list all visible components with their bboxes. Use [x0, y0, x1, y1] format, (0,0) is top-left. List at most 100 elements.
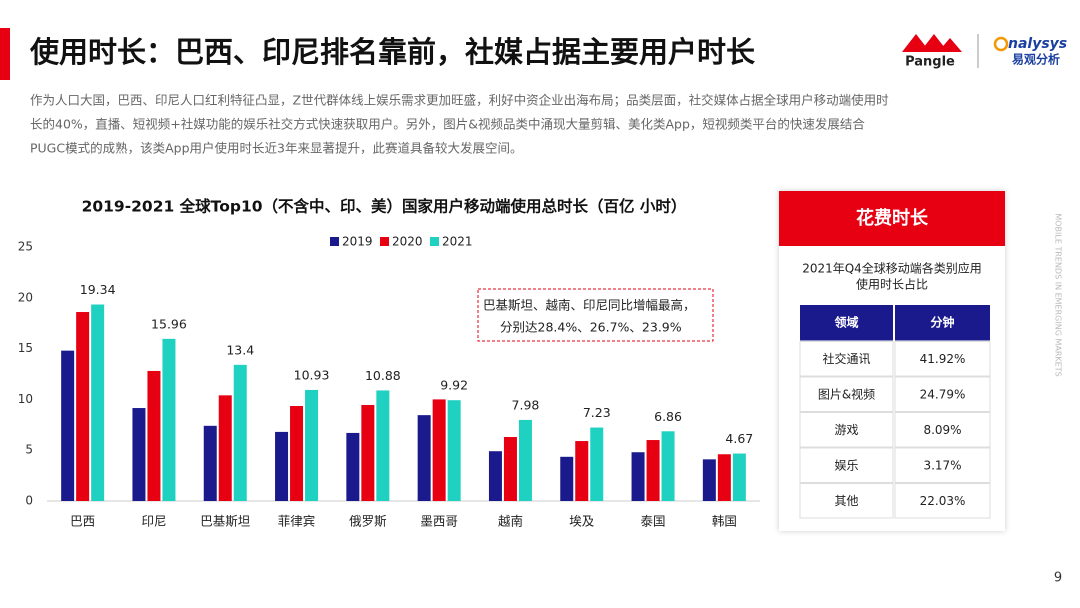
y-tick-label: 15 — [18, 341, 33, 355]
data-label: 7.98 — [512, 397, 540, 412]
annotation-box — [477, 288, 714, 342]
x-tick-label: 印尼 — [141, 514, 166, 529]
annotation-line: 分别达28.4%、26.7%、23.9% — [500, 320, 682, 335]
data-label: 7.23 — [583, 405, 611, 420]
table-cell-text: 游戏 — [834, 423, 858, 437]
x-tick-label: 墨西哥 — [420, 514, 458, 529]
y-tick-label: 20 — [18, 290, 33, 304]
table-cell — [799, 376, 894, 412]
table-cell — [799, 412, 894, 448]
pangle-mark — [902, 34, 962, 52]
bar — [376, 390, 390, 501]
data-label: 6.86 — [654, 409, 682, 424]
bar — [503, 436, 517, 501]
legend-label: 2019 — [342, 235, 373, 249]
bar — [61, 350, 75, 501]
bar — [447, 400, 461, 501]
bar — [417, 415, 431, 501]
bar — [560, 456, 574, 501]
panel-header — [779, 191, 1005, 246]
panel-subtitle: 2021年Q4全球移动端各类别应用 — [802, 261, 982, 276]
bar — [290, 406, 304, 501]
legend-label: 2020 — [392, 235, 423, 249]
table-cell-text: 图片&视频 — [818, 386, 875, 401]
bar — [361, 404, 375, 501]
bar — [717, 454, 731, 501]
table-header: 分钟 — [930, 314, 954, 329]
table-cell — [894, 483, 991, 519]
intro: 作为人口大国，巴西、印尼人口红利特征凸显，Z世代群体线上娱乐需求更加旺盛，利好中… — [30, 93, 889, 156]
analysys-cn: 易观分析 — [1012, 52, 1060, 67]
table-cell — [894, 341, 991, 377]
bar — [132, 408, 146, 501]
x-tick-label: 俄罗斯 — [349, 514, 387, 529]
x-tick-label: 巴基斯坦 — [200, 514, 250, 529]
panel-title: 花费时长 — [856, 207, 929, 229]
y-tick-label: 5 — [25, 443, 33, 457]
data-label: 19.34 — [80, 282, 116, 297]
table-cell — [799, 447, 894, 483]
data-label: 13.4 — [226, 342, 254, 357]
bar — [488, 451, 502, 501]
title-accent — [0, 28, 10, 80]
slide-title: 使用时长：巴西、印尼排名靠前，社媒占据主要用户时长 — [29, 35, 756, 69]
bar — [590, 427, 604, 501]
intro-line: PUGC模式的成熟，该类App用户使用时长近3年来显著提升，此赛道具备较大发展空… — [30, 141, 522, 156]
bar — [76, 312, 90, 501]
data-label: 15.96 — [151, 316, 187, 331]
bar — [346, 432, 360, 501]
data-label: 9.92 — [440, 378, 468, 393]
y-tick-label: 0 — [25, 494, 33, 508]
bar — [147, 370, 161, 501]
analysys-logo: nalysys — [1008, 36, 1067, 52]
x-tick-label: 越南 — [498, 514, 523, 529]
bar — [518, 419, 532, 501]
x-tick-label: 巴西 — [70, 514, 95, 529]
bar — [233, 364, 247, 501]
bar — [432, 399, 446, 501]
table-header-cell — [895, 305, 990, 341]
table-header-cell — [800, 305, 893, 341]
legend-swatch — [430, 237, 439, 246]
bar — [162, 338, 176, 501]
table-cell — [894, 447, 991, 483]
data-label: 10.93 — [294, 367, 330, 382]
table-cell-text: 3.17% — [923, 458, 961, 472]
y-tick-label: 10 — [18, 392, 33, 406]
bar — [702, 459, 716, 501]
data-label: 4.67 — [725, 431, 753, 446]
bar — [732, 453, 746, 501]
intro-line: 作为人口大国，巴西、印尼人口红利特征凸显，Z世代群体线上娱乐需求更加旺盛，利好中… — [30, 93, 889, 108]
bar — [305, 389, 319, 501]
table-cell — [894, 376, 991, 412]
bar — [646, 440, 660, 501]
pangle-logo: Pangle — [905, 55, 955, 70]
x-tick-label: 韩国 — [712, 514, 737, 529]
panel-subtitle: 使用时长占比 — [856, 277, 928, 292]
bar — [661, 431, 675, 501]
table-cell-text: 22.03% — [920, 494, 966, 508]
table-cell-text: 社交通讯 — [822, 351, 870, 366]
y-tick-label: 25 — [18, 240, 33, 254]
table-cell-text: 8.09% — [923, 423, 961, 437]
page-number: 9 — [1054, 571, 1062, 586]
bar — [218, 395, 232, 501]
table-cell-text: 41.92% — [920, 352, 966, 366]
x-tick-label: 埃及 — [569, 514, 595, 529]
bar — [203, 425, 217, 501]
x-tick-label: 菲律宾 — [278, 514, 316, 529]
chart-title: 2019-2021 全球Top10（不含中、印、美）国家用户移动端使用总时长（百… — [82, 197, 687, 216]
data-label: 10.88 — [365, 368, 401, 383]
table-header: 领域 — [834, 314, 858, 329]
table-cell-text: 其他 — [834, 494, 858, 508]
bar — [275, 431, 289, 501]
x-tick-label: 泰国 — [641, 514, 666, 529]
table-cell — [799, 341, 894, 377]
annotation: 巴基斯坦、越南、印尼同比增幅最高， 分别达28.4%、26.7%、23.9% — [483, 298, 696, 335]
annotation-line: 巴基斯坦、越南、印尼同比增幅最高， — [483, 298, 696, 313]
analysys-mark — [993, 36, 1009, 52]
bar — [91, 304, 105, 501]
bar — [631, 452, 645, 501]
